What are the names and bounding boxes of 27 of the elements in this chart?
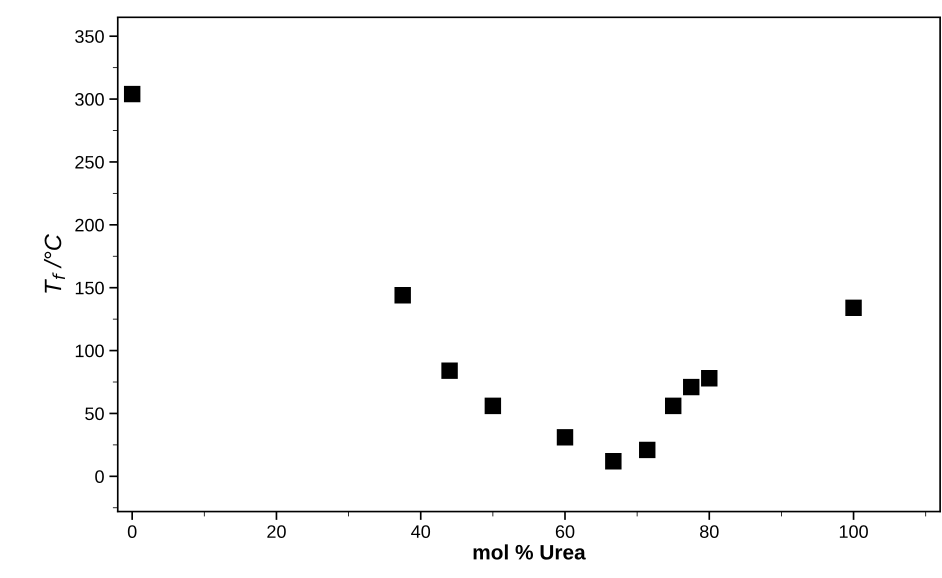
point — [701, 370, 718, 386]
y-tick-label: 150 — [76, 282, 104, 294]
y-tick-label: 100 — [76, 344, 104, 358]
point — [394, 287, 411, 304]
y-tick-label: 50 — [85, 407, 104, 420]
y-tick-label: 0 — [95, 470, 104, 484]
y-tick-label: 250 — [75, 156, 104, 169]
x-tick-label: 0 — [128, 525, 136, 538]
point — [683, 378, 700, 396]
x-axis-title: mol % Urea — [474, 544, 586, 560]
y-axis-title: T$_{f}$ /°C — [44, 234, 65, 293]
point — [639, 442, 656, 458]
x-tick-label: 100 — [840, 525, 868, 538]
point — [605, 453, 622, 470]
point — [556, 429, 574, 446]
y-tick-label: 200 — [75, 218, 104, 232]
x-tick-label: 80 — [700, 525, 719, 538]
point — [484, 398, 502, 414]
x-tick-label: 40 — [411, 525, 430, 538]
y-tick-label: 300 — [75, 93, 104, 106]
point — [441, 362, 458, 379]
point — [124, 86, 140, 102]
x-tick-label: 60 — [556, 525, 574, 538]
point — [664, 398, 682, 414]
x-tick-label: 20 — [267, 525, 286, 538]
point — [845, 300, 862, 316]
y-tick-label: 350 — [75, 30, 104, 43]
